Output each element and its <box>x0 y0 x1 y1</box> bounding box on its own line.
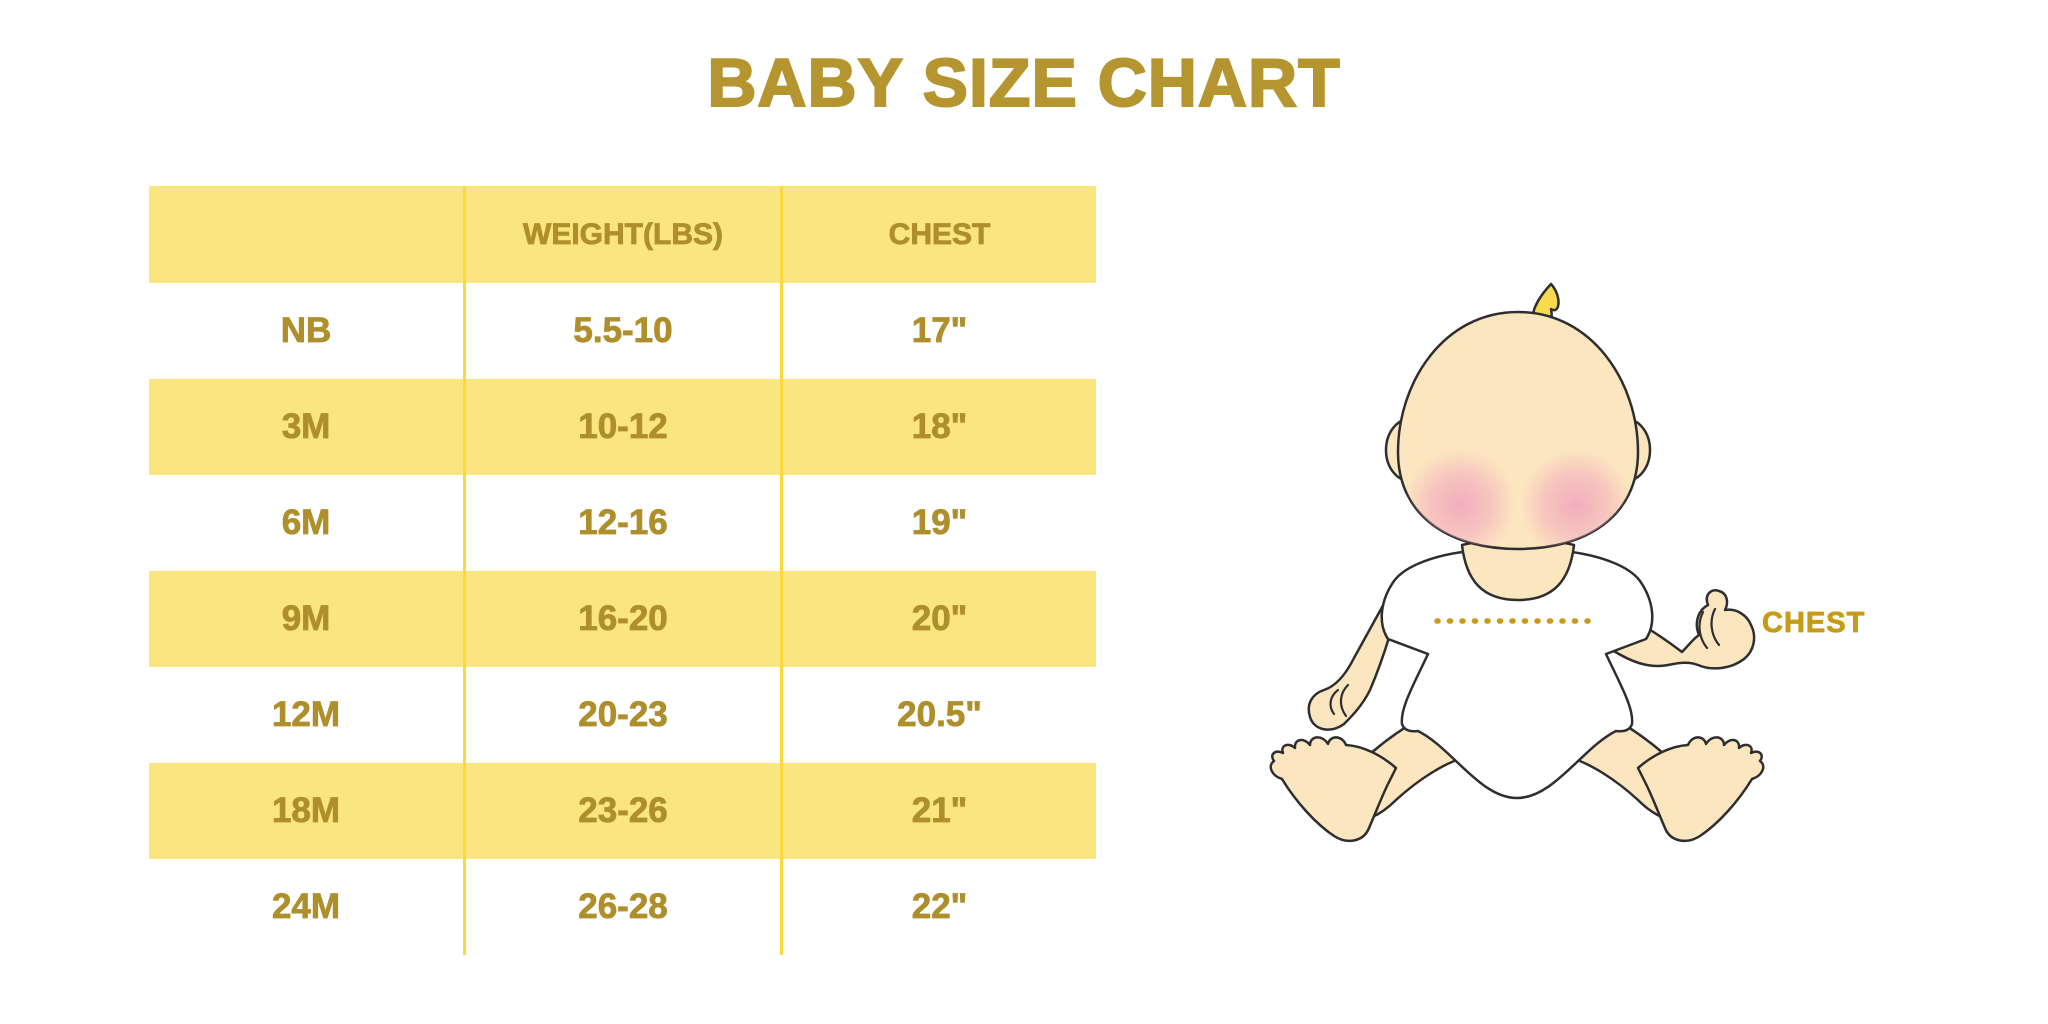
table-cell: 16-20 <box>463 571 780 667</box>
table-cell: 23-26 <box>463 763 780 859</box>
table-cell: 9M <box>149 571 463 667</box>
table-cell: 26-28 <box>463 859 780 955</box>
baby-onesie <box>1380 546 1654 800</box>
table-cell: 12-16 <box>463 475 780 571</box>
chest-label: CHEST <box>1762 607 1865 639</box>
page-title: BABY SIZE CHART <box>706 44 1341 122</box>
table-cell: 22" <box>780 859 1096 955</box>
table-cell: 10-12 <box>463 379 780 475</box>
table-cell: 24M <box>149 859 463 955</box>
baby-left-foot <box>1269 736 1398 843</box>
baby-size-table: WEIGHT(LBS) CHEST NB 5.5-10 17" 3M 10-12… <box>149 186 1096 955</box>
table-cell: 3M <box>149 379 463 475</box>
table-cell: 20.5" <box>780 667 1096 763</box>
header-cell-weight: WEIGHT(LBS) <box>463 186 780 283</box>
baby-right-foot <box>1636 736 1765 843</box>
table-cell: NB <box>149 283 463 379</box>
table-cell: 12M <box>149 667 463 763</box>
baby-illustration: CHEST <box>1258 275 1898 855</box>
table-cell: 21" <box>780 763 1096 859</box>
baby-right-arm-fist <box>1610 589 1756 670</box>
header-cell-chest: CHEST <box>780 186 1096 283</box>
table-cell: 19" <box>780 475 1096 571</box>
header-cell-size <box>149 186 463 283</box>
baby-finger-details <box>1329 607 1721 718</box>
table-cell: 20-23 <box>463 667 780 763</box>
table-cell: 18M <box>149 763 463 859</box>
table-cell: 18" <box>780 379 1096 475</box>
table-cell: 5.5-10 <box>463 283 780 379</box>
table-cell: 20" <box>780 571 1096 667</box>
table-cell: 17" <box>780 283 1096 379</box>
table-cell: 6M <box>149 475 463 571</box>
